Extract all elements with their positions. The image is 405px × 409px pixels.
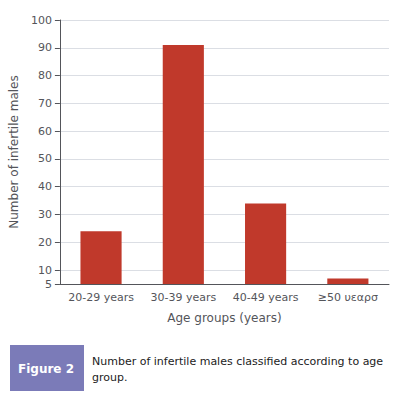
svg-text:50: 50: [38, 152, 52, 165]
svg-text:Number of infertile males: Number of infertile males: [7, 75, 21, 228]
svg-text:30: 30: [38, 208, 52, 221]
svg-text:Figure 2: Figure 2: [18, 362, 74, 376]
svg-text:100: 100: [31, 14, 52, 27]
svg-text:10: 10: [38, 264, 52, 277]
svg-text:90: 90: [38, 41, 52, 54]
svg-text:20: 20: [38, 236, 52, 249]
svg-text:80: 80: [38, 69, 52, 82]
svg-text:40-49 years: 40-49 years: [233, 291, 299, 304]
svg-text:70: 70: [38, 97, 52, 110]
svg-text:20-29 years: 20-29 years: [68, 291, 134, 304]
svg-text:40: 40: [38, 180, 52, 193]
svg-text:30-39 years: 30-39 years: [150, 291, 216, 304]
svg-text:≥50 υεαρσ: ≥50 υεαρσ: [318, 291, 378, 304]
svg-text:Number of infertile males clas: Number of infertile males classified acc…: [92, 355, 383, 368]
svg-text:Age groups (years): Age groups (years): [167, 311, 281, 325]
svg-text:group.: group.: [92, 371, 127, 384]
svg-text:60: 60: [38, 125, 52, 138]
svg-text:5: 5: [45, 278, 52, 291]
